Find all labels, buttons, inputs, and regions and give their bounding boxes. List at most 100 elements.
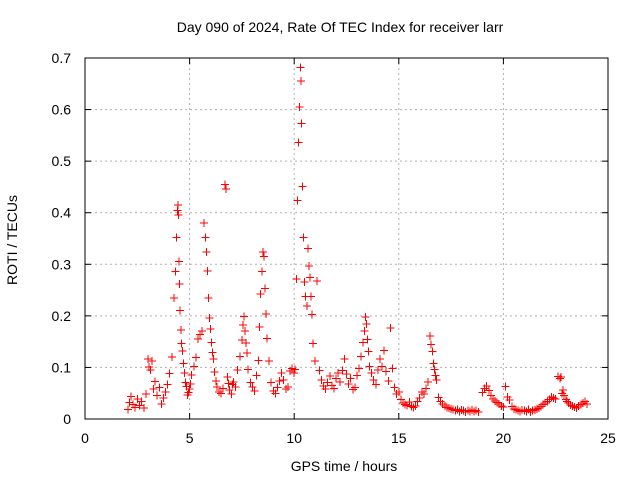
- data-point-170: [390, 383, 399, 392]
- x-tick-label-4: 20: [496, 430, 512, 446]
- data-point-208: [463, 406, 472, 415]
- data-point-73: [229, 377, 238, 386]
- data-point-10: [143, 355, 152, 364]
- y-tick-label-3: 0.3: [52, 256, 72, 272]
- data-point-27: [173, 206, 182, 215]
- data-point-64: [216, 389, 225, 398]
- data-point-41: [184, 388, 193, 397]
- data-point-77: [237, 336, 246, 345]
- data-point-146: [346, 374, 355, 383]
- data-point-167: [384, 376, 393, 385]
- data-point-154: [361, 312, 370, 321]
- chart-title: Day 090 of 2024, Rate Of TEC Index for r…: [177, 19, 504, 35]
- y-tick-label-5: 0.5: [52, 153, 72, 169]
- data-point-239: [530, 406, 539, 415]
- data-point-43: [186, 379, 195, 388]
- data-point-132: [317, 375, 326, 384]
- data-point-15: [151, 377, 160, 386]
- data-point-156: [363, 335, 372, 344]
- data-point-106: [283, 383, 292, 392]
- data-point-166: [382, 367, 391, 376]
- data-point-16: [153, 391, 162, 400]
- data-point-117: [297, 119, 306, 128]
- data-point-112: [293, 196, 302, 205]
- data-point-130: [313, 276, 322, 285]
- data-point-261: [570, 403, 579, 412]
- data-point-105: [281, 385, 290, 394]
- data-point-247: [547, 392, 556, 401]
- data-point-116: [297, 77, 306, 86]
- data-point-56: [206, 324, 215, 333]
- data-point-70: [225, 386, 234, 395]
- data-point-18: [157, 400, 166, 409]
- data-point-61: [211, 376, 220, 385]
- data-point-81: [242, 339, 251, 348]
- data-point-177: [405, 397, 414, 406]
- data-point-102: [275, 376, 284, 385]
- data-point-84: [246, 378, 255, 387]
- data-points-layer: [123, 63, 592, 416]
- data-point-103: [277, 369, 286, 378]
- data-point-127: [307, 310, 316, 319]
- data-point-187: [426, 331, 435, 340]
- data-point-192: [431, 371, 440, 380]
- data-point-235: [522, 407, 531, 416]
- data-point-66: [221, 180, 230, 189]
- data-point-264: [576, 400, 585, 409]
- data-point-96: [263, 334, 272, 343]
- data-point-253: [557, 389, 566, 398]
- data-point-57: [207, 338, 216, 347]
- data-point-143: [340, 355, 349, 364]
- data-point-98: [267, 378, 276, 387]
- data-point-128: [309, 339, 318, 348]
- data-point-237: [526, 407, 535, 416]
- data-point-38: [181, 378, 190, 387]
- data-point-182: [415, 393, 424, 402]
- data-point-181: [413, 397, 422, 406]
- data-point-176: [403, 401, 412, 410]
- data-point-197: [440, 402, 449, 411]
- data-point-150: [355, 364, 364, 373]
- data-point-147: [348, 385, 357, 394]
- data-point-161: [371, 380, 380, 389]
- data-point-210: [468, 406, 477, 415]
- data-point-196: [438, 400, 447, 409]
- data-point-42: [185, 385, 194, 394]
- data-point-136: [325, 372, 334, 381]
- data-point-160: [369, 375, 378, 384]
- data-point-188: [427, 340, 436, 349]
- x-tick-label-3: 15: [391, 430, 407, 446]
- y-tick-label-7: 0.7: [52, 50, 72, 66]
- data-point-113: [294, 138, 303, 147]
- data-point-40: [183, 390, 192, 399]
- data-point-265: [578, 399, 587, 408]
- data-point-58: [208, 348, 217, 357]
- data-point-190: [429, 359, 438, 368]
- data-point-240: [532, 405, 541, 414]
- data-point-93: [259, 252, 268, 261]
- data-point-49: [198, 326, 207, 335]
- data-point-254: [559, 386, 568, 395]
- x-tick-label-0: 0: [81, 430, 89, 446]
- data-point-36: [179, 359, 188, 368]
- data-point-244: [541, 399, 550, 408]
- data-point-30: [175, 257, 184, 266]
- data-point-21: [163, 380, 172, 389]
- data-point-134: [321, 385, 330, 394]
- data-point-14: [149, 385, 158, 394]
- data-point-144: [342, 370, 351, 379]
- data-point-88: [254, 356, 263, 365]
- data-point-259: [566, 401, 575, 410]
- data-point-243: [539, 400, 548, 409]
- data-point-126: [306, 292, 315, 301]
- data-point-174: [398, 399, 407, 408]
- data-point-17: [155, 383, 164, 392]
- data-point-179: [409, 403, 418, 412]
- data-point-135: [323, 378, 332, 387]
- data-point-186: [424, 377, 433, 386]
- data-point-118: [298, 182, 307, 191]
- data-point-193: [432, 375, 441, 384]
- data-point-8: [139, 404, 148, 413]
- data-point-92: [258, 247, 267, 256]
- data-point-31: [175, 279, 184, 288]
